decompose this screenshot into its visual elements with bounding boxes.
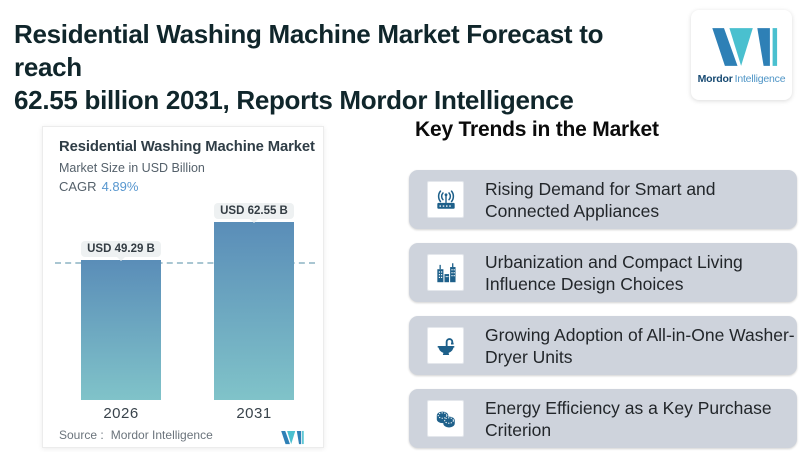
trends-heading: Key Trends in the Market [415, 118, 659, 141]
mordor-intelligence-logo: Mordor Intelligence [691, 10, 792, 100]
coins-icon [427, 400, 464, 437]
page-title: Residential Washing Machine Market Forec… [14, 18, 674, 117]
trend-text: Energy Efficiency as a Key Purchase Crit… [485, 397, 772, 440]
wifi-router-icon [427, 181, 464, 218]
reference-dashed-line [55, 262, 315, 264]
trend-text: Growing Adoption of All-in-One Washer-Dr… [485, 324, 795, 367]
trend-card-smart-appliances: Rising Demand for Smart and Connected Ap… [409, 170, 797, 229]
source-label: Source : [59, 428, 104, 442]
bar-2026 [81, 260, 161, 400]
x-axis-label-2026: 2026 [103, 405, 139, 422]
chart-cagr: CAGR 4.89% [59, 179, 138, 194]
market-chart-card: Residential Washing Machine Market Marke… [42, 126, 324, 448]
washbasin-icon [427, 327, 464, 364]
bar-value-label-2031: USD 62.55 B [214, 203, 294, 223]
chart-source: Source : Mordor Intelligence [59, 428, 213, 442]
buildings-icon [427, 254, 464, 291]
chart-subtitle: Market Size in USD Billion [59, 161, 205, 175]
trend-text: Rising Demand for Smart and Connected Ap… [485, 178, 716, 221]
logo-brand-light: Intelligence [734, 72, 786, 85]
page-title-line2: 62.55 billion 2031, Reports Mordor Intel… [14, 85, 574, 115]
trend-card-urbanization: Urbanization and Compact Living Influenc… [409, 243, 797, 302]
page-title-line1: Residential Washing Machine Market Forec… [14, 19, 604, 82]
chart-title: Residential Washing Machine Market [59, 139, 315, 155]
trend-text: Urbanization and Compact Living Influenc… [485, 251, 743, 294]
trend-card-energy-efficiency: Energy Efficiency as a Key Purchase Crit… [409, 389, 797, 448]
trend-card-washer-dryer: Growing Adoption of All-in-One Washer-Dr… [409, 316, 797, 375]
mordor-logo-mark-icon [706, 26, 778, 73]
logo-brand-bold: Mordor [697, 72, 733, 85]
x-axis-label-2031: 2031 [236, 405, 272, 422]
bar-2031 [214, 222, 294, 400]
mordor-logo-mark-small-icon [279, 430, 304, 450]
cagr-label: CAGR [59, 179, 97, 194]
source-value: Mordor Intelligence [110, 428, 213, 442]
bar-value-label-2026: USD 49.29 B [81, 241, 161, 261]
logo-wordmark: Mordor Intelligence [698, 73, 786, 85]
cagr-value: 4.89% [101, 179, 139, 194]
